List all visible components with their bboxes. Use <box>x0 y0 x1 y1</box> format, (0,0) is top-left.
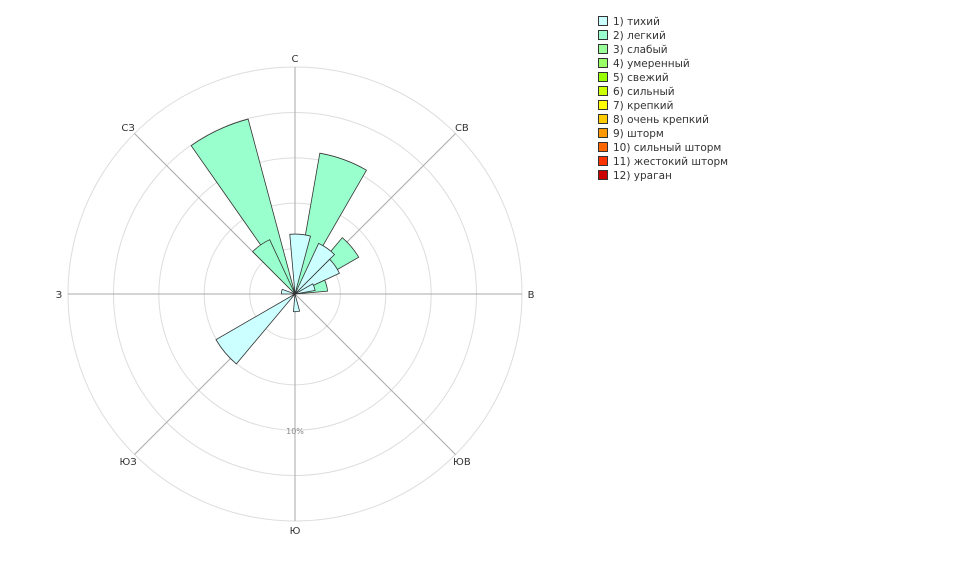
legend-swatch <box>598 156 608 166</box>
legend-label: 12) ураган <box>613 170 672 182</box>
legend-swatch <box>598 72 608 82</box>
legend-label: 4) умеренный <box>613 58 690 70</box>
legend-swatch <box>598 86 608 96</box>
legend-item[interactable]: 11) жестокий шторм <box>598 155 728 169</box>
direction-label: СВ <box>455 123 469 134</box>
legend-item[interactable]: 12) ураган <box>598 169 728 183</box>
direction-label: СЗ <box>121 123 134 134</box>
direction-label: З <box>56 290 62 301</box>
petal-series-1-2 <box>215 293 296 365</box>
legend-swatch <box>598 170 608 180</box>
legend-item[interactable]: 9) шторм <box>598 127 728 141</box>
petal-series-1-6 <box>294 242 336 295</box>
legend-label: 1) тихий <box>613 16 660 28</box>
legend-swatch <box>598 44 608 54</box>
legend-item[interactable]: 2) легкий <box>598 29 728 43</box>
petal-series-1-4 <box>289 233 311 295</box>
legend-label: 5) свежий <box>613 72 669 84</box>
legend-label: 9) шторм <box>613 128 664 140</box>
legend-swatch <box>598 16 608 26</box>
legend-item[interactable]: 10) сильный шторм <box>598 141 728 155</box>
direction-label: С <box>292 54 299 65</box>
legend-label: 2) легкий <box>613 30 666 42</box>
petal-series-1-7 <box>294 258 340 295</box>
ring-label: 10% <box>286 427 304 436</box>
petal-series-1-10 <box>293 293 301 313</box>
legend-label: 8) очень крепкий <box>613 114 709 126</box>
legend-label: 3) слабый <box>613 44 668 56</box>
legend-label: 7) крепкий <box>613 100 674 112</box>
petal-series-2-5 <box>252 239 296 295</box>
legend-label: 10) сильный шторм <box>613 142 722 154</box>
direction-label: В <box>528 290 535 301</box>
legend-item[interactable]: 6) сильный <box>598 85 728 99</box>
legend-swatch <box>598 30 608 40</box>
petal-series-1-9 <box>294 283 316 295</box>
legend-swatch <box>598 128 608 138</box>
legend-swatch <box>598 114 608 124</box>
legend-label: 11) жестокий шторм <box>613 156 729 168</box>
legend-item[interactable]: 1) тихий <box>598 15 728 29</box>
legend-item[interactable]: 5) свежий <box>598 71 728 85</box>
legend: 1) тихий 2) легкий 3) слабый 4) умеренный 5)… <box>598 15 728 183</box>
legend-item[interactable]: 3) слабый <box>598 43 728 57</box>
petal-series-1-11 <box>280 288 296 295</box>
legend-swatch <box>598 58 608 68</box>
direction-label: ЮЗ <box>120 457 137 468</box>
legend-swatch <box>598 142 608 152</box>
legend-item[interactable]: 7) крепкий <box>598 99 728 113</box>
legend-label: 6) сильный <box>613 86 675 98</box>
spoke-3 <box>294 293 456 455</box>
legend-swatch <box>598 100 608 110</box>
legend-item[interactable]: 8) очень крепкий <box>598 113 728 127</box>
direction-label: ЮВ <box>453 457 471 468</box>
direction-label: Ю <box>290 526 301 537</box>
legend-item[interactable]: 4) умеренный <box>598 57 728 71</box>
